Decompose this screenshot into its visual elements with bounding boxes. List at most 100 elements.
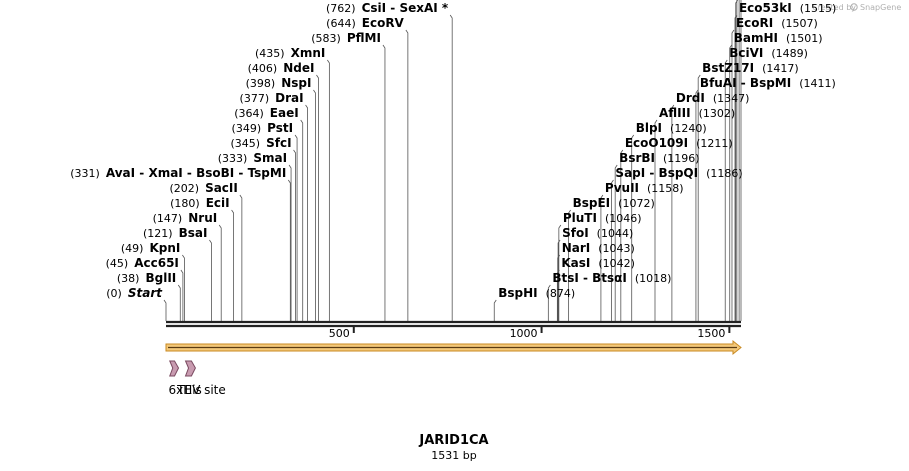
enzyme-nspi: (398) NspI (246, 76, 312, 90)
cut-site-line (697, 74, 701, 321)
enzyme-position: (435) (255, 47, 285, 60)
cut-site-line (724, 59, 728, 321)
snapgene-credit: Created by SnapGene (812, 3, 901, 12)
enzyme-pvuii: PvuII (1158) (605, 181, 684, 195)
enzyme-name: BtsI - BtsαI (552, 271, 627, 285)
enzyme-labels: (0) Start(38) BglII (45) Acc65I(49) KpnI(121)… (70, 1, 836, 300)
cut-site-line (557, 239, 561, 321)
enzyme-name: EcoRV (362, 16, 405, 30)
enzyme-name: BamHI (734, 31, 778, 45)
cut-site-line (231, 209, 235, 321)
enzyme-kasi: KasI (1042) (561, 256, 635, 270)
cut-site-line (305, 104, 308, 321)
enzyme-name: NdeI (283, 61, 314, 75)
cut-site-line (620, 149, 624, 321)
plasmid-length: 1531 bp (431, 449, 476, 462)
enzyme-position: (1302) (699, 107, 736, 120)
cut-site-line (614, 164, 618, 321)
enzyme-position: (38) (117, 272, 140, 285)
cut-site-line (734, 14, 738, 321)
enzyme-position: (147) (153, 212, 183, 225)
enzyme-position: (1417) (762, 62, 799, 75)
enzyme-kpni: (49) KpnI (121, 241, 180, 255)
enzyme-bstz17i: BstZ17I (1417) (702, 61, 798, 75)
cut-site-line (287, 179, 291, 321)
enzyme-name: BspHI (498, 286, 537, 300)
enzyme-position: (583) (311, 32, 341, 45)
enzyme-ecoo109i: EcoO109I (1211) (625, 136, 733, 150)
credit-brand: SnapGene (860, 3, 901, 12)
snapgene-logo-icon (850, 3, 858, 11)
enzyme-eco53ki: Eco53kI (1515) (739, 1, 836, 15)
enzyme-position: (1043) (598, 242, 635, 255)
cut-site-line (568, 209, 571, 321)
enzyme-position: (1046) (605, 212, 642, 225)
enzyme-position: (345) (231, 137, 261, 150)
ruler-tick-label: 1500 (697, 327, 725, 340)
enzyme-btsi-bts-i: BtsI - BtsαI (1018) (552, 271, 671, 285)
cut-site-line (182, 254, 185, 321)
cut-site-line (382, 44, 386, 321)
enzyme-name: Start (128, 286, 163, 300)
enzyme-name: BglII (145, 271, 176, 285)
enzyme-position: (49) (121, 242, 144, 255)
enzyme-position: (406) (248, 62, 278, 75)
enzyme-name: SacII (205, 181, 238, 195)
cut-site-line (611, 179, 614, 321)
enzyme-nrui: (147) NruI (153, 211, 218, 225)
enzyme-position: (364) (234, 107, 264, 120)
enzyme-position: (1018) (635, 272, 672, 285)
enzyme-name: DraI (275, 91, 303, 105)
feature-tev-site-shape (184, 360, 196, 377)
cut-site-line (288, 164, 292, 321)
enzyme-name: BspEI (573, 196, 611, 210)
cut-site-line (316, 74, 319, 321)
enzyme-ecori: EcoRI (1507) (736, 16, 818, 30)
enzyme-ecorv: (644) EcoRV (326, 16, 404, 30)
enzyme-position: (1515) (800, 2, 837, 15)
cut-site-line (731, 29, 735, 321)
enzyme-position: (180) (170, 197, 200, 210)
enzyme-name: SapI - BspQI (615, 166, 698, 180)
cut-site-line (239, 194, 243, 321)
enzyme-bcivi: BciVI (1489) (729, 46, 808, 60)
cut-site-line (180, 269, 184, 321)
enzyme-position: (0) (106, 287, 122, 300)
enzyme-position: (1347) (713, 92, 750, 105)
cut-site-line (729, 44, 733, 321)
enzyme-bsphi: BspHI (874) (498, 286, 575, 300)
enzyme-position: (1042) (598, 257, 635, 270)
enzyme-pluti: PluTI (1046) (563, 211, 642, 225)
enzyme-position: (333) (218, 152, 248, 165)
orf-arrow (165, 339, 742, 356)
enzyme-sfoi: SfoI (1044) (562, 226, 633, 240)
cut-site-line (740, 0, 742, 321)
cut-site-line (327, 59, 330, 321)
enzyme-afliii: AflIII (1302) (659, 106, 735, 120)
enzyme-position: (874) (546, 287, 576, 300)
enzyme-nari: NarI (1043) (562, 241, 635, 255)
enzyme-bsrbi: BsrBI (1196) (619, 151, 699, 165)
cut-site-line (177, 284, 181, 321)
feature-6xhis-shape (168, 360, 180, 377)
cut-site-line (300, 119, 304, 321)
enzyme-position: (45) (106, 257, 129, 270)
enzyme-position: (202) (169, 182, 199, 195)
enzyme-name: BfuAI - BspMI (700, 76, 791, 90)
enzyme-position: (377) (240, 92, 270, 105)
enzyme-ndei: (406) NdeI (248, 61, 315, 75)
enzyme-csii-sexai: (762) CsiI - SexAI * (326, 1, 449, 15)
cut-site-line (600, 194, 604, 321)
enzyme-name: XmnI (291, 46, 326, 60)
enzyme-sacii: (202) SacII (169, 181, 237, 195)
enzyme-position: (1240) (670, 122, 707, 135)
enzyme-bamhi: BamHI (1501) (734, 31, 823, 45)
enzyme-eaei: (364) EaeI (234, 106, 299, 120)
enzyme-name: PvuII (605, 181, 639, 195)
enzyme-name: EaeI (270, 106, 299, 120)
cut-site-line (493, 299, 497, 321)
enzyme-psti: (349) PstI (232, 121, 294, 135)
enzyme-blpi: BlpI (1240) (636, 121, 707, 135)
enzyme-name: AflIII (659, 106, 691, 120)
enzyme-name: KasI (561, 256, 590, 270)
